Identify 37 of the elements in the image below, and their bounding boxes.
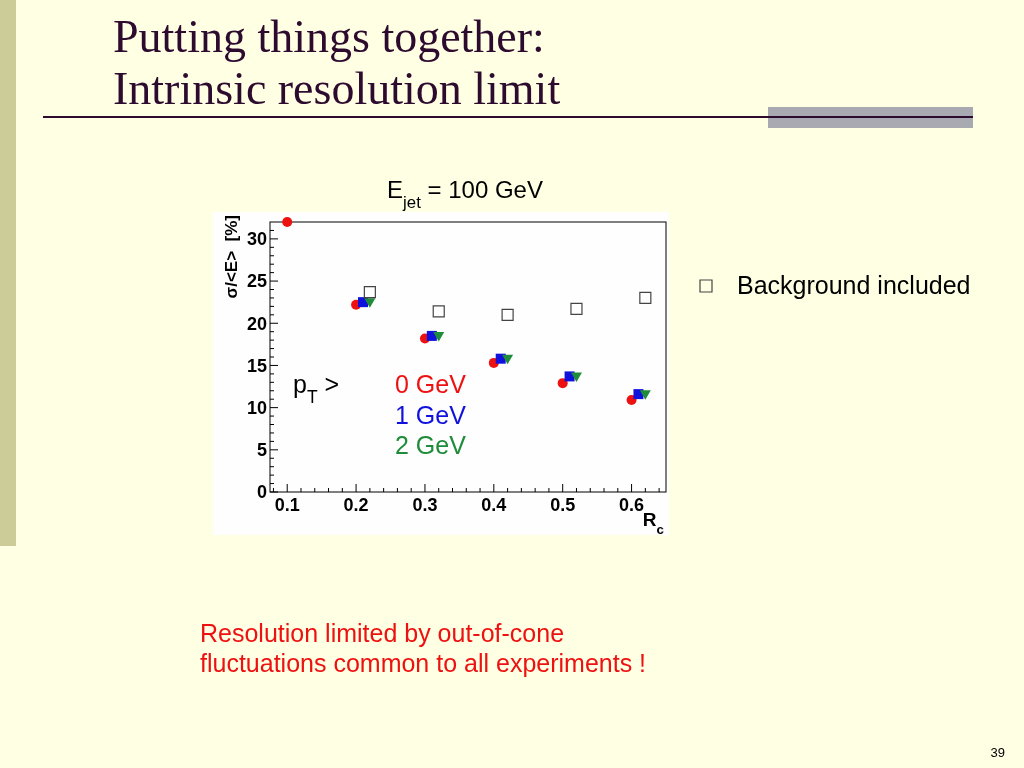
y-tick-label: 10 — [246, 397, 267, 418]
y-tick-label: 25 — [246, 271, 267, 292]
point — [639, 390, 651, 400]
legend-label: Background included — [737, 271, 971, 299]
x-tick-label: 0.4 — [481, 495, 507, 515]
x-tick-label: 0.6 — [619, 495, 645, 515]
point — [433, 331, 445, 342]
point — [364, 298, 376, 308]
y-tick-label: 30 — [246, 229, 267, 250]
point — [282, 217, 293, 227]
y-tick-label: 5 — [256, 440, 267, 461]
chart-title: Putting things together: Intrinsic resolution limit — [113, 11, 561, 114]
y-tick-label: 0 — [256, 482, 267, 503]
point — [502, 354, 514, 365]
annotation: p$_{T}$ > — [293, 370, 340, 407]
point — [633, 389, 644, 400]
point — [557, 378, 568, 389]
point — [363, 285, 376, 299]
y-axis-title: σ/<E> [%] — [222, 215, 241, 299]
x-axis-title: R$_{c}$ — [642, 509, 664, 537]
text: 39 — [990, 745, 1005, 760]
point — [432, 305, 445, 318]
x-tick-label: 0.1 — [274, 495, 300, 515]
series-label: 0 GeV — [395, 370, 467, 398]
point — [570, 302, 583, 316]
y-tick-label: 20 — [246, 313, 267, 334]
text: Resolution limited by out-of-cone fluctuations common to all experiments ! — [200, 619, 647, 677]
point — [570, 372, 582, 382]
point — [501, 308, 514, 321]
chart-subtitle: E$_{jet}$ = 100 GeV — [387, 176, 543, 212]
text: 2 GeV — [395, 431, 467, 459]
x-tick-label: 0.5 — [550, 495, 576, 515]
point — [639, 291, 652, 305]
x-tick-label: 0.3 — [412, 495, 438, 515]
y-tick-label: 15 — [246, 355, 267, 376]
x-tick-label: 0.2 — [343, 495, 369, 515]
series-label: 1 GeV — [395, 400, 467, 429]
